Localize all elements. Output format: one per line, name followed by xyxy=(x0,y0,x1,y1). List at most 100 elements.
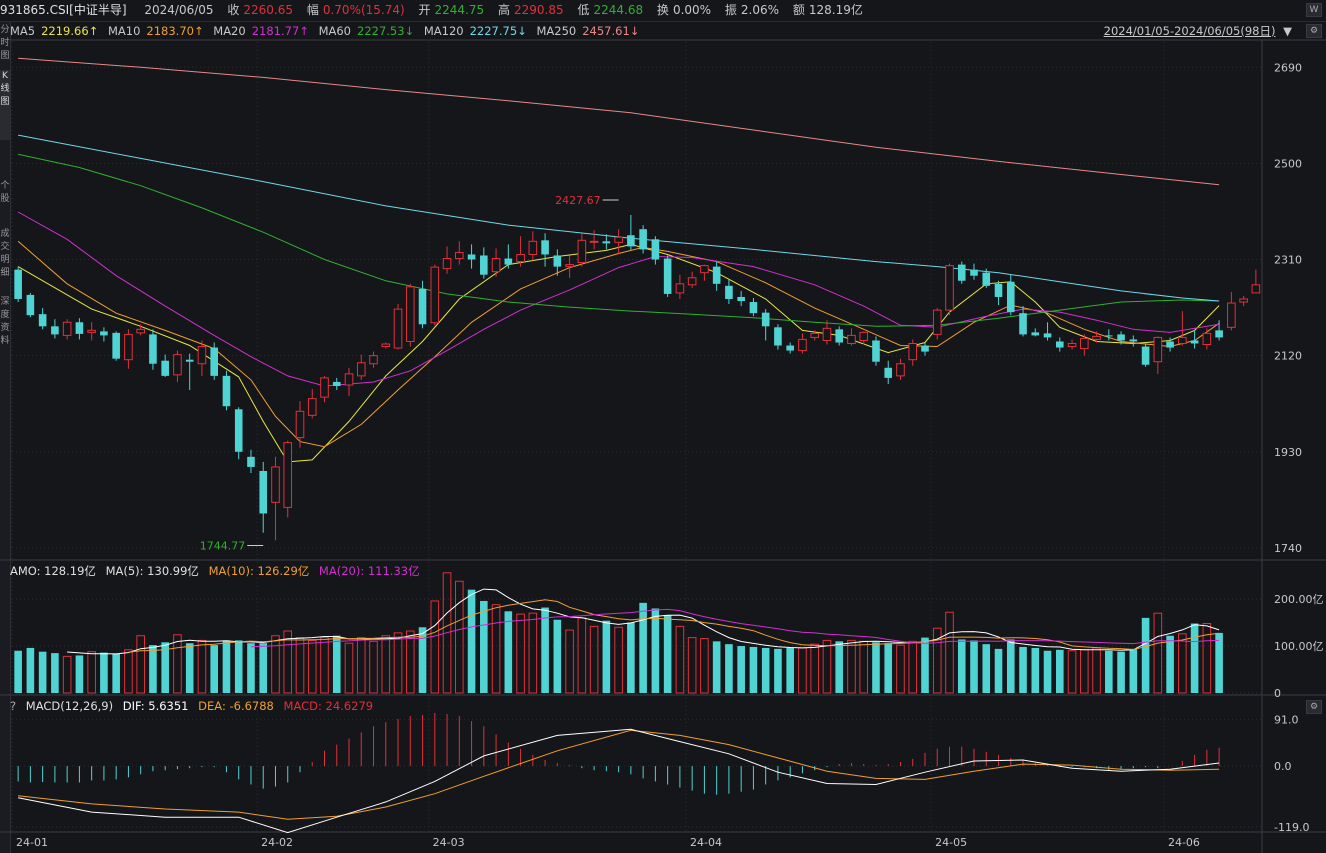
amo-bar-down xyxy=(1215,632,1223,693)
ma60-value: 2227.53↓ xyxy=(357,24,415,38)
amo-bar-up xyxy=(344,642,354,694)
sidebar-tab-stock[interactable]: 个股 xyxy=(0,181,10,204)
amo-bar-up xyxy=(822,639,832,694)
amo-bar-down xyxy=(259,643,268,693)
price-annotations: 2427.67 1744.77 xyxy=(200,194,619,552)
candle-body-down xyxy=(1215,330,1223,338)
candle-body-down xyxy=(75,322,84,334)
amo-bar-down xyxy=(418,627,427,693)
amo-bar-up xyxy=(908,640,918,694)
candle-body-down xyxy=(737,296,745,302)
amplitude-value: 2.06% xyxy=(740,3,780,17)
date-tick-label: 24-01 xyxy=(16,836,48,849)
candle-body-down xyxy=(1006,281,1015,313)
candle-body-up xyxy=(528,240,538,255)
amo-bar-down xyxy=(149,645,157,693)
amo-bar-down xyxy=(75,655,84,693)
candle-body-up xyxy=(197,346,207,365)
candle-body-down xyxy=(651,239,660,260)
sidebar-tab-trades[interactable]: 成交明细 xyxy=(0,229,10,278)
turnover-label: 换 xyxy=(656,3,669,17)
amo-bar-up xyxy=(1080,649,1089,694)
candle-body-down xyxy=(553,255,562,267)
candle-body-down xyxy=(1031,332,1040,336)
candle-body-up xyxy=(1067,343,1077,348)
dropdown-icon[interactable]: ▼ xyxy=(1283,24,1292,38)
amo-bar-down xyxy=(38,651,47,693)
candle-body-down xyxy=(1043,333,1052,338)
ma5-label: MA5 xyxy=(10,24,36,38)
candle-body-up xyxy=(173,354,182,376)
amo-bar-up xyxy=(675,625,685,694)
macd-settings-icon[interactable]: ⚙ xyxy=(1306,700,1322,714)
amo-ma10-line xyxy=(128,599,1220,653)
candle-body-up xyxy=(822,327,832,341)
amo-bar-down xyxy=(994,648,1003,693)
amo-bar-down xyxy=(774,648,782,693)
amo-bar-down xyxy=(737,646,745,693)
candle-body-down xyxy=(602,241,611,244)
sidebar-tab-profile[interactable]: 深度资料 xyxy=(0,297,10,346)
price-tick-label: 2120 xyxy=(1274,350,1302,363)
change-label: 幅 xyxy=(306,3,319,17)
candle-body-down xyxy=(761,312,770,327)
candle-body-up xyxy=(589,240,599,243)
candle-body-down xyxy=(872,340,880,362)
amo-bars xyxy=(14,572,1223,694)
candle-body-down xyxy=(786,345,794,351)
candle-body-down xyxy=(749,302,758,314)
candle-body-up xyxy=(810,332,819,338)
candle-body-up xyxy=(700,265,709,274)
left-sidebar: 分时图 K线图 个股 成交明细 深度资料 xyxy=(0,22,11,853)
help-icon[interactable]: ? xyxy=(10,699,17,713)
amo-bar-up xyxy=(173,634,182,694)
candle-body-down xyxy=(1190,340,1199,344)
date-range-selector[interactable]: 2024/01/05-2024/06/05(98日) ▼ xyxy=(1104,22,1292,40)
candle-body-down xyxy=(957,264,966,281)
amo-bar-down xyxy=(504,611,513,693)
amo-ma-lines xyxy=(67,588,1220,655)
candle-body-down xyxy=(835,329,844,343)
amo-bar-down xyxy=(761,647,770,693)
amo-value: AMO: 128.19亿 xyxy=(10,564,96,578)
high-label: 高 xyxy=(497,3,510,17)
amo-tick-label: 0 xyxy=(1274,687,1281,700)
amo-bar-down xyxy=(921,637,929,693)
amo-bar-up xyxy=(320,637,329,694)
ma5-line xyxy=(17,243,1220,463)
amo-bar-up xyxy=(491,604,501,694)
legend-settings-icon[interactable]: ⚙ xyxy=(1306,24,1322,38)
window-settings-icon[interactable]: W xyxy=(1306,3,1322,17)
candle-body-down xyxy=(259,470,268,514)
security-code[interactable]: 931865.CSI[中证半导] xyxy=(0,3,127,17)
amo-bar-up xyxy=(381,635,391,694)
ma10-label: MA10 xyxy=(107,24,141,38)
candle-body-up xyxy=(1251,284,1261,294)
candle-body-up xyxy=(491,258,501,273)
turnover-value: 0.00% xyxy=(672,3,712,17)
macd-tick-label: -119.0 xyxy=(1274,821,1309,834)
candle-body-up xyxy=(369,355,378,365)
candle-body-down xyxy=(921,345,929,352)
ma250-value: 2457.61↓ xyxy=(582,24,640,38)
sidebar-tab-kline[interactable]: K线图 xyxy=(0,70,10,140)
candle-body-down xyxy=(1055,341,1064,348)
candle-body-down xyxy=(26,294,35,316)
macd-lines xyxy=(18,728,1220,834)
candle-body-down xyxy=(982,272,991,286)
candle-body-down xyxy=(112,332,120,359)
candle-body-up xyxy=(430,266,440,324)
candle-body-down xyxy=(418,288,427,325)
amo-bar-down xyxy=(1190,623,1199,693)
amo-bar-down xyxy=(602,620,611,693)
sidebar-tab-timeshare[interactable]: 分时图 xyxy=(0,25,10,61)
macd-tick-label: 0.0 xyxy=(1274,760,1292,773)
amo-bar-down xyxy=(970,640,978,693)
candle-body-down xyxy=(1105,335,1113,337)
ma120-line xyxy=(18,134,1220,302)
ma-legend: MA5 2219.66↑ MA10 2183.70↑ MA20 2181.77↑ MA… xyxy=(10,22,645,40)
amo-bar-down xyxy=(1129,648,1138,693)
ma20-label: MA20 xyxy=(213,24,246,38)
amo-bar-down xyxy=(14,650,22,693)
